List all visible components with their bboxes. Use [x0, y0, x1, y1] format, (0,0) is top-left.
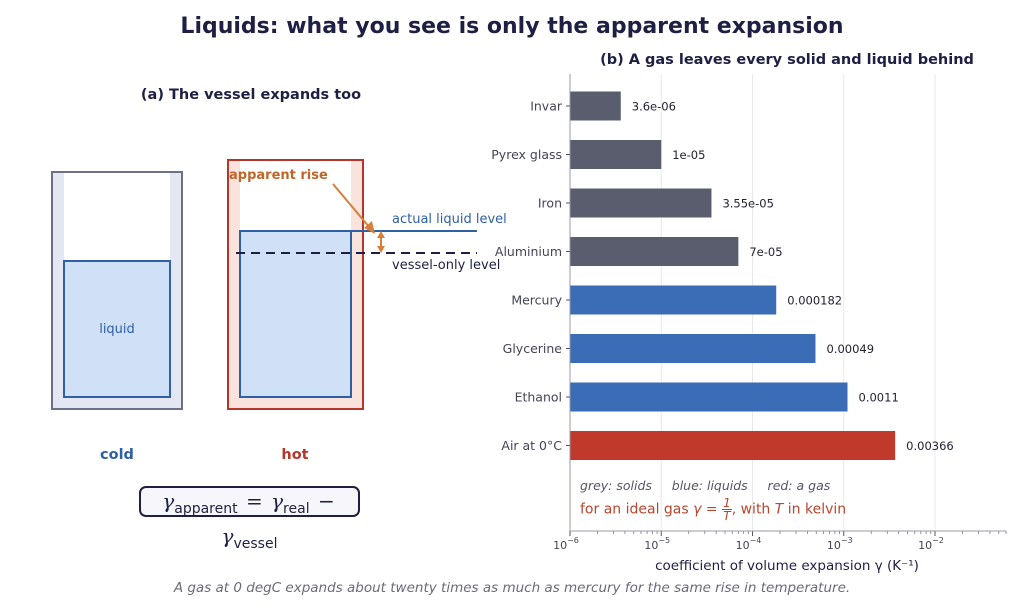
bar-air-at-0-c	[570, 431, 896, 460]
gas-note-den: T	[723, 509, 731, 523]
x-tick-label: 10−6	[553, 536, 579, 552]
value-label: 0.00366	[906, 439, 954, 453]
liquid-label: liquid	[99, 322, 135, 337]
x-tick-label: 10−3	[827, 536, 853, 552]
category-label: Glycerine	[503, 341, 563, 356]
value-label: 3.55e-05	[722, 197, 773, 211]
x-tick-label: 10−5	[644, 536, 670, 552]
chart-bars: 3.6e-06 1e-05 3.55e-05 7e-05 0.000182 0.00049…	[570, 91, 954, 460]
category-label: Ethanol	[515, 390, 562, 405]
figure-caption: A gas at 0 degC expands about twenty tim…	[173, 580, 851, 596]
value-label: 0.000182	[787, 294, 842, 308]
gas-note-suffix1: , with	[731, 501, 775, 518]
x-tick-label: 10−4	[736, 536, 762, 552]
bar-pyrex-glass	[570, 140, 662, 169]
main-title: Liquids: what you see is only the appare…	[180, 14, 844, 39]
formula-sub-real: real	[283, 501, 310, 517]
category-label: Air at 0°C	[501, 438, 562, 453]
formula-gamma-real: γ	[271, 489, 284, 513]
value-label: 7e-05	[749, 245, 782, 259]
vessel-level-label: vessel-only level	[392, 258, 500, 273]
cold-vessel: liquid	[51, 171, 183, 410]
value-label: 3.6e-06	[632, 100, 676, 114]
category-label: Pyrex glass	[491, 147, 562, 162]
bar-invar	[570, 91, 621, 121]
category-label: Mercury	[511, 293, 562, 308]
gas-note-eq: =	[701, 501, 723, 518]
formula-sub-vessel: vessel	[233, 536, 278, 552]
gas-note-num: 1	[722, 496, 732, 510]
formula-gamma-vessel: γ	[221, 524, 234, 548]
x-tick-label: 10−2	[918, 536, 944, 552]
bar-ethanol	[570, 382, 848, 412]
gas-note-t: T	[774, 501, 784, 518]
formula-minus: −	[317, 489, 335, 513]
hot-label: hot	[281, 447, 308, 463]
category-label: Aluminium	[495, 244, 562, 259]
gas-note-gamma: γ	[693, 501, 702, 518]
formula-equals: =	[245, 489, 263, 513]
hot-vessel-interior	[240, 161, 351, 231]
cold-label: cold	[100, 447, 134, 463]
value-label: 1e-05	[672, 148, 705, 162]
category-label: Invar	[530, 99, 563, 114]
cold-vessel-interior	[64, 173, 170, 261]
gas-note-prefix: for an ideal gas	[580, 501, 694, 518]
rise-double-arrow	[377, 231, 385, 253]
bar-aluminium	[570, 237, 739, 266]
apparent-expansion-formula: γapparent = γreal − γvessel	[139, 486, 360, 552]
gas-note-suffix2: in kelvin	[783, 501, 847, 518]
cold-liquid	[63, 260, 171, 398]
bar-glycerine	[570, 334, 816, 363]
chart-axes: 10−6 10−5 10−4 10−3 10−2 Invar Pyrex glass Iron…	[491, 74, 1007, 552]
bar-mercury	[570, 285, 777, 315]
category-label: Iron	[538, 196, 562, 211]
hot-liquid	[239, 230, 352, 398]
actual-level-label: actual liquid level	[392, 212, 507, 227]
formula-gamma-apparent: γ	[162, 489, 175, 513]
formula-sub-apparent: apparent	[174, 501, 238, 517]
apparent-rise-label: apparent rise	[229, 168, 328, 183]
hot-vessel	[227, 159, 364, 410]
x-axis-label: coefficient of volume expansion γ (K⁻¹)	[655, 558, 919, 574]
value-label: 0.00049	[826, 342, 874, 356]
chart-title: (b) A gas leaves every solid and liquid …	[600, 52, 974, 68]
legend-note: grey: solids blue: liquids red: a gas	[580, 478, 831, 493]
apparent-rise-arrow	[332, 183, 375, 234]
value-label: 0.0011	[859, 391, 899, 405]
panel-a-title: (a) The vessel expands too	[141, 87, 361, 103]
bar-iron	[570, 188, 712, 218]
